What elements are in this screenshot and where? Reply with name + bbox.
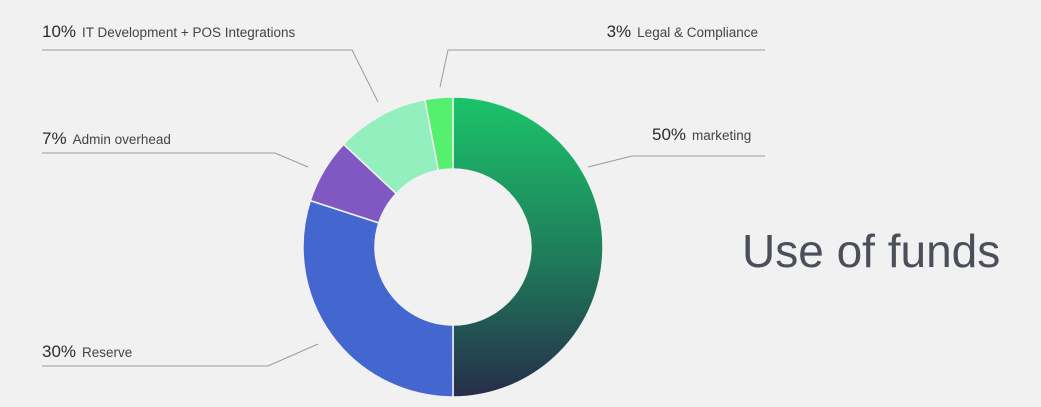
slice-label-name: marketing [692, 128, 751, 143]
leader-line [42, 152, 309, 168]
leader-line [439, 49, 765, 88]
slice-label-percent: 10% [42, 22, 76, 41]
slice-label: 3% Legal & Compliance [607, 22, 758, 41]
chart-title: Use of funds [742, 225, 1001, 277]
slice-legal-compliance [424, 96, 454, 172]
slice-label-name: Reserve [82, 345, 132, 360]
slice-label-name: Admin overhead [73, 132, 171, 147]
leader-line [587, 155, 765, 168]
slice-label-name: IT Development + POS Integrations [82, 25, 295, 40]
slice-marketing [452, 96, 604, 398]
slice-reserve [302, 199, 454, 398]
slice-label-name: Legal & Compliance [637, 25, 758, 40]
slice-label-percent: 7% [42, 129, 67, 148]
leader-line [42, 49, 379, 103]
slice-label: 50% marketing [652, 125, 751, 144]
slice-label-percent: 3% [607, 22, 632, 41]
slice-label: 10% IT Development + POS Integrations [42, 22, 296, 41]
leader-line [42, 343, 319, 367]
slice-label: 7% Admin overhead [42, 129, 171, 148]
slice-label-percent: 50% [652, 125, 686, 144]
slice-label-percent: 30% [42, 342, 76, 361]
slice-label: 30% Reserve [42, 342, 132, 361]
